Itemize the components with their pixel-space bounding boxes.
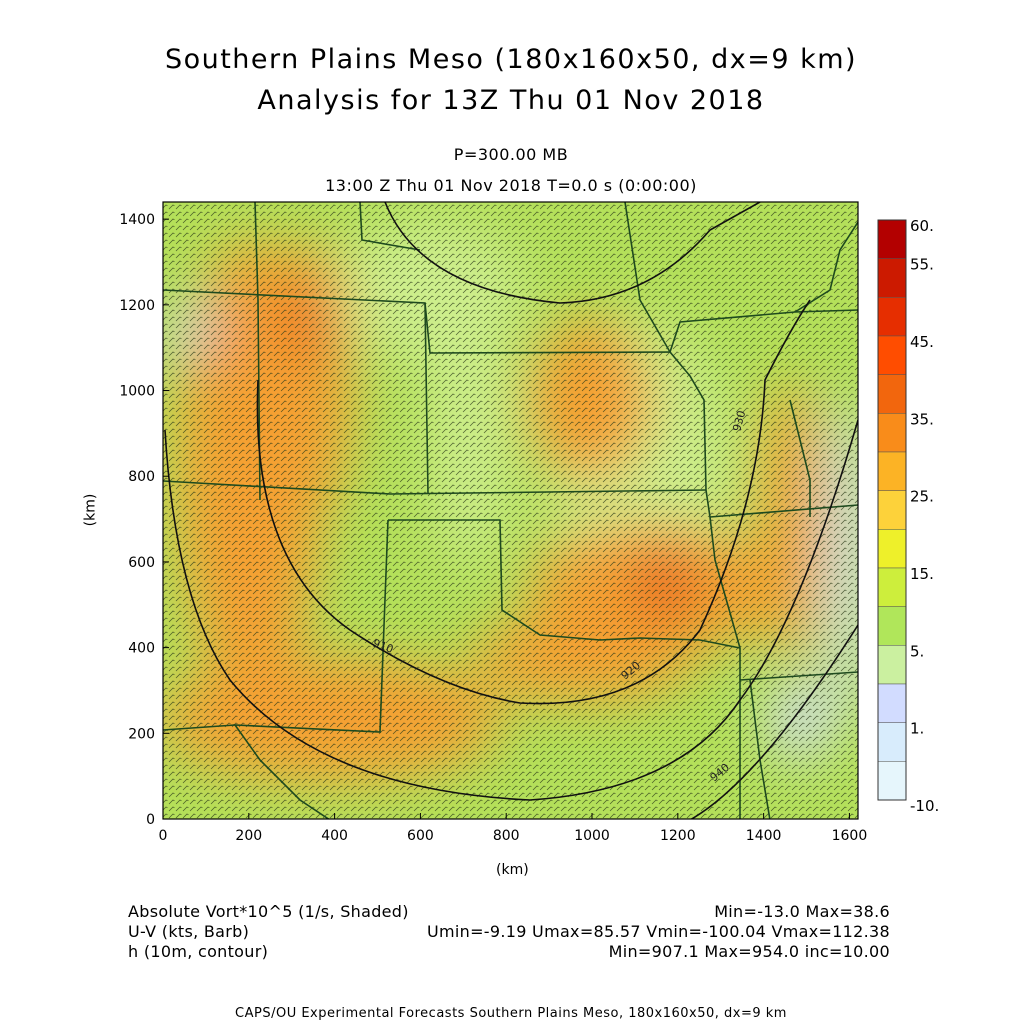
colorbar-swatch: [877, 606, 907, 646]
wind-barbs: [163, 202, 858, 819]
y-tick-label: 0: [146, 812, 155, 828]
y-tick-label: 1400: [119, 212, 155, 228]
colorbar-label: 25.: [910, 488, 934, 506]
colorbar: 60. 55. 45. 35. 25. 15. 5. 1. -10.: [877, 217, 939, 815]
colorbar-swatch: [877, 490, 907, 530]
x-tick-label: 0: [159, 828, 168, 844]
x-tick-label: 1400: [746, 828, 782, 844]
y-tick-label: 800: [128, 469, 155, 485]
x-tick-label: 600: [407, 828, 434, 844]
wind-field-label: U-V (kts, Barb): [128, 922, 250, 941]
vorticity-stats: Min=-13.0 Max=38.6: [714, 902, 890, 921]
pressure-level-label: P=300.00 MB: [453, 145, 569, 164]
y-tick-label: 1000: [119, 384, 155, 400]
colorbar-label: 35.: [910, 410, 934, 428]
y-tick-label: 200: [128, 726, 155, 742]
x-tick-label: 800: [493, 828, 520, 844]
y-axis-ticks: 0 200 400 600 800 1000 1200 1400: [119, 212, 169, 828]
state-boundaries: [163, 202, 858, 819]
colorbar-label: 45.: [910, 333, 934, 351]
wind-stats: Umin=-9.19 Umax=85.57 Vmin=-100.04 Vmax=…: [426, 922, 890, 941]
x-tick-label: 1200: [660, 828, 696, 844]
y-tick-label: 400: [128, 641, 155, 657]
colorbar-swatch: [877, 374, 907, 414]
colorbar-label: 60.: [910, 217, 934, 235]
height-field-label: h (10m, contour): [128, 942, 269, 961]
colorbar-swatch: [877, 297, 907, 337]
height-contours: [164, 202, 858, 819]
title-line-1: Southern Plains Meso (180x160x50, dx=9 k…: [164, 44, 858, 75]
footer-caption: CAPS/OU Experimental Forecasts Southern …: [235, 1006, 787, 1021]
vorticity-field-label: Absolute Vort*10^5 (1/s, Shaded): [128, 902, 409, 921]
colorbar-swatch: [877, 413, 907, 453]
title-line-2: Analysis for 13Z Thu 01 Nov 2018: [257, 85, 765, 116]
y-tick-label: 1200: [119, 298, 155, 314]
height-stats: Min=907.1 Max=954.0 inc=10.00: [608, 942, 890, 961]
colorbar-label: 1.: [910, 720, 924, 738]
colorbar-swatch: [877, 219, 907, 259]
colorbar-frame: [877, 219, 907, 801]
x-tick-label: 200: [235, 828, 262, 844]
colorbar-swatch: [877, 335, 907, 375]
plot-frame: [162, 201, 859, 820]
x-axis-label: (km): [496, 862, 529, 878]
colorbar-swatch: [877, 683, 907, 723]
colorbar-label: 5.: [910, 642, 924, 660]
colorbar-label: 55.: [910, 256, 934, 274]
colorbar-swatch: [877, 451, 907, 491]
colorbar-swatch: [877, 722, 907, 762]
colorbar-swatch: [877, 529, 907, 569]
shaded-vorticity-field: [163, 202, 858, 819]
y-tick-label: 600: [128, 555, 155, 571]
colorbar-swatch: [877, 761, 907, 801]
x-axis-ticks: 0 200 400 600 800 1000 1200 1400 1600: [159, 813, 868, 844]
colorbar-swatch: [877, 645, 907, 685]
colorbar-swatch: [877, 258, 907, 298]
colorbar-label: 15.: [910, 565, 934, 583]
x-tick-label: 1600: [832, 828, 868, 844]
valid-time-label: 13:00 Z Thu 01 Nov 2018 T=0.0 s (0:00:00…: [325, 176, 697, 195]
colorbar-swatch: [877, 567, 907, 607]
x-tick-label: 1000: [574, 828, 610, 844]
colorbar-label: -10.: [910, 797, 939, 815]
y-axis-label: (km): [82, 493, 99, 527]
x-tick-label: 400: [321, 828, 348, 844]
svg-text:930: 930: [730, 409, 748, 433]
